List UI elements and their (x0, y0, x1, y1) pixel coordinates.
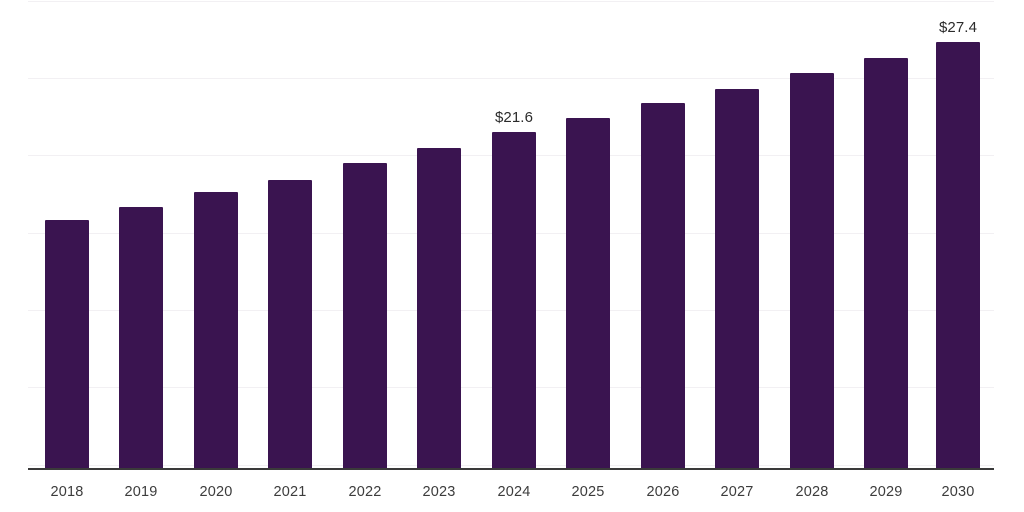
bar-group[interactable] (417, 0, 461, 469)
bar-group[interactable] (194, 0, 238, 469)
plot-area: $21.6 $27.4 (28, 0, 994, 469)
bar[interactable] (119, 207, 163, 469)
gridline (28, 1, 994, 2)
x-tick-label: 2019 (124, 484, 158, 500)
bar-group[interactable]: $21.6 (492, 0, 536, 469)
x-tick-label: 2028 (795, 484, 829, 500)
bar-value-label: $21.6 (494, 109, 534, 126)
x-tick-label: 2025 (571, 484, 605, 500)
x-tick-label: 2018 (50, 484, 84, 500)
bar[interactable] (641, 103, 685, 469)
bar[interactable] (45, 220, 89, 469)
x-axis: 2018 2019 2020 2021 2022 2023 2024 2025 2026 2027… (28, 470, 994, 512)
x-tick-label: 2023 (422, 484, 456, 500)
bar[interactable] (864, 58, 908, 469)
bar[interactable] (936, 42, 980, 469)
bar[interactable] (194, 192, 238, 469)
bar[interactable] (343, 163, 387, 469)
bar-group[interactable] (715, 0, 759, 469)
bar[interactable] (715, 89, 759, 469)
x-tick-label: 2030 (941, 484, 975, 500)
bar-group[interactable]: $27.4 (936, 0, 980, 469)
x-tick-label: 2026 (646, 484, 680, 500)
bar-group[interactable] (864, 0, 908, 469)
bar-value-label: $27.4 (938, 19, 978, 36)
bar[interactable] (566, 118, 610, 469)
bar[interactable] (417, 148, 461, 469)
bar-group[interactable] (641, 0, 685, 469)
x-tick-label: 2021 (273, 484, 307, 500)
gridline (28, 78, 994, 79)
x-tick-label: 2022 (348, 484, 382, 500)
bar-group[interactable] (45, 0, 89, 469)
bar[interactable] (790, 73, 834, 469)
bar[interactable] (492, 132, 536, 469)
bar[interactable] (268, 180, 312, 469)
x-tick-label: 2029 (869, 484, 903, 500)
x-tick-label: 2020 (199, 484, 233, 500)
bar-group[interactable] (790, 0, 834, 469)
bar-group[interactable] (119, 0, 163, 469)
bar-group[interactable] (268, 0, 312, 469)
x-tick-label: 2027 (720, 484, 754, 500)
bar-group[interactable] (566, 0, 610, 469)
bar-group[interactable] (343, 0, 387, 469)
x-tick-label: 2024 (497, 484, 531, 500)
x-axis-line (28, 468, 994, 470)
